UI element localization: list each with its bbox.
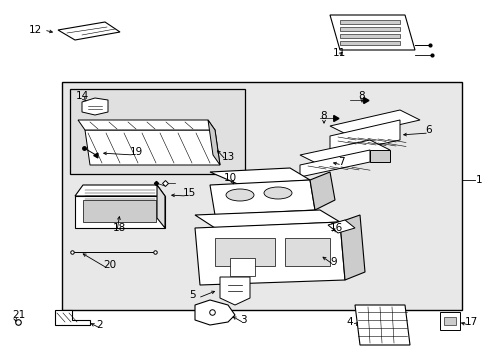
- Bar: [229, 258, 254, 276]
- Text: 15: 15: [183, 188, 196, 198]
- Polygon shape: [85, 130, 220, 165]
- Text: 8: 8: [319, 111, 326, 121]
- Polygon shape: [354, 305, 409, 345]
- Bar: [443, 317, 455, 325]
- Text: 14: 14: [76, 91, 89, 101]
- Polygon shape: [209, 168, 309, 185]
- Polygon shape: [195, 210, 339, 228]
- Text: 16: 16: [329, 223, 343, 233]
- Polygon shape: [195, 222, 345, 285]
- Bar: [339, 41, 399, 45]
- Bar: [339, 27, 399, 31]
- Text: 2: 2: [96, 320, 102, 330]
- Polygon shape: [439, 312, 459, 330]
- Polygon shape: [327, 220, 354, 233]
- Bar: [62, 82, 461, 310]
- Text: 6: 6: [424, 125, 431, 135]
- Text: 4: 4: [346, 317, 352, 327]
- Text: 9: 9: [329, 257, 336, 267]
- Polygon shape: [209, 180, 314, 215]
- Polygon shape: [329, 110, 419, 136]
- Text: 12: 12: [29, 25, 42, 35]
- Text: 20: 20: [103, 260, 116, 270]
- Text: 10: 10: [224, 173, 237, 183]
- Text: 3: 3: [240, 315, 246, 325]
- Ellipse shape: [264, 187, 291, 199]
- Polygon shape: [329, 15, 414, 50]
- Polygon shape: [195, 300, 235, 325]
- Text: 17: 17: [464, 317, 477, 327]
- Polygon shape: [220, 277, 249, 305]
- Ellipse shape: [225, 189, 253, 201]
- Polygon shape: [157, 185, 164, 228]
- Text: 19: 19: [130, 147, 143, 157]
- Polygon shape: [55, 310, 90, 325]
- Bar: [285, 238, 329, 266]
- Bar: [339, 20, 399, 24]
- Polygon shape: [329, 120, 399, 155]
- Polygon shape: [309, 172, 334, 210]
- Polygon shape: [75, 185, 164, 196]
- Text: 21: 21: [12, 310, 25, 320]
- Bar: [70, 89, 244, 174]
- Polygon shape: [299, 150, 369, 177]
- Polygon shape: [207, 120, 220, 165]
- Text: 1: 1: [475, 175, 482, 185]
- Text: 7: 7: [337, 157, 344, 167]
- Polygon shape: [299, 140, 389, 165]
- Text: 5: 5: [189, 290, 196, 300]
- Text: 13: 13: [222, 152, 235, 162]
- Polygon shape: [75, 196, 164, 228]
- Text: 8: 8: [357, 91, 364, 101]
- Polygon shape: [329, 136, 349, 155]
- Polygon shape: [58, 22, 120, 40]
- Text: 11: 11: [332, 48, 346, 58]
- Polygon shape: [82, 98, 108, 115]
- Bar: [83, 200, 156, 222]
- Bar: [339, 34, 399, 38]
- Bar: [215, 238, 274, 266]
- Text: 18: 18: [113, 223, 126, 233]
- Polygon shape: [78, 120, 215, 130]
- Polygon shape: [339, 215, 364, 280]
- Polygon shape: [369, 150, 389, 162]
